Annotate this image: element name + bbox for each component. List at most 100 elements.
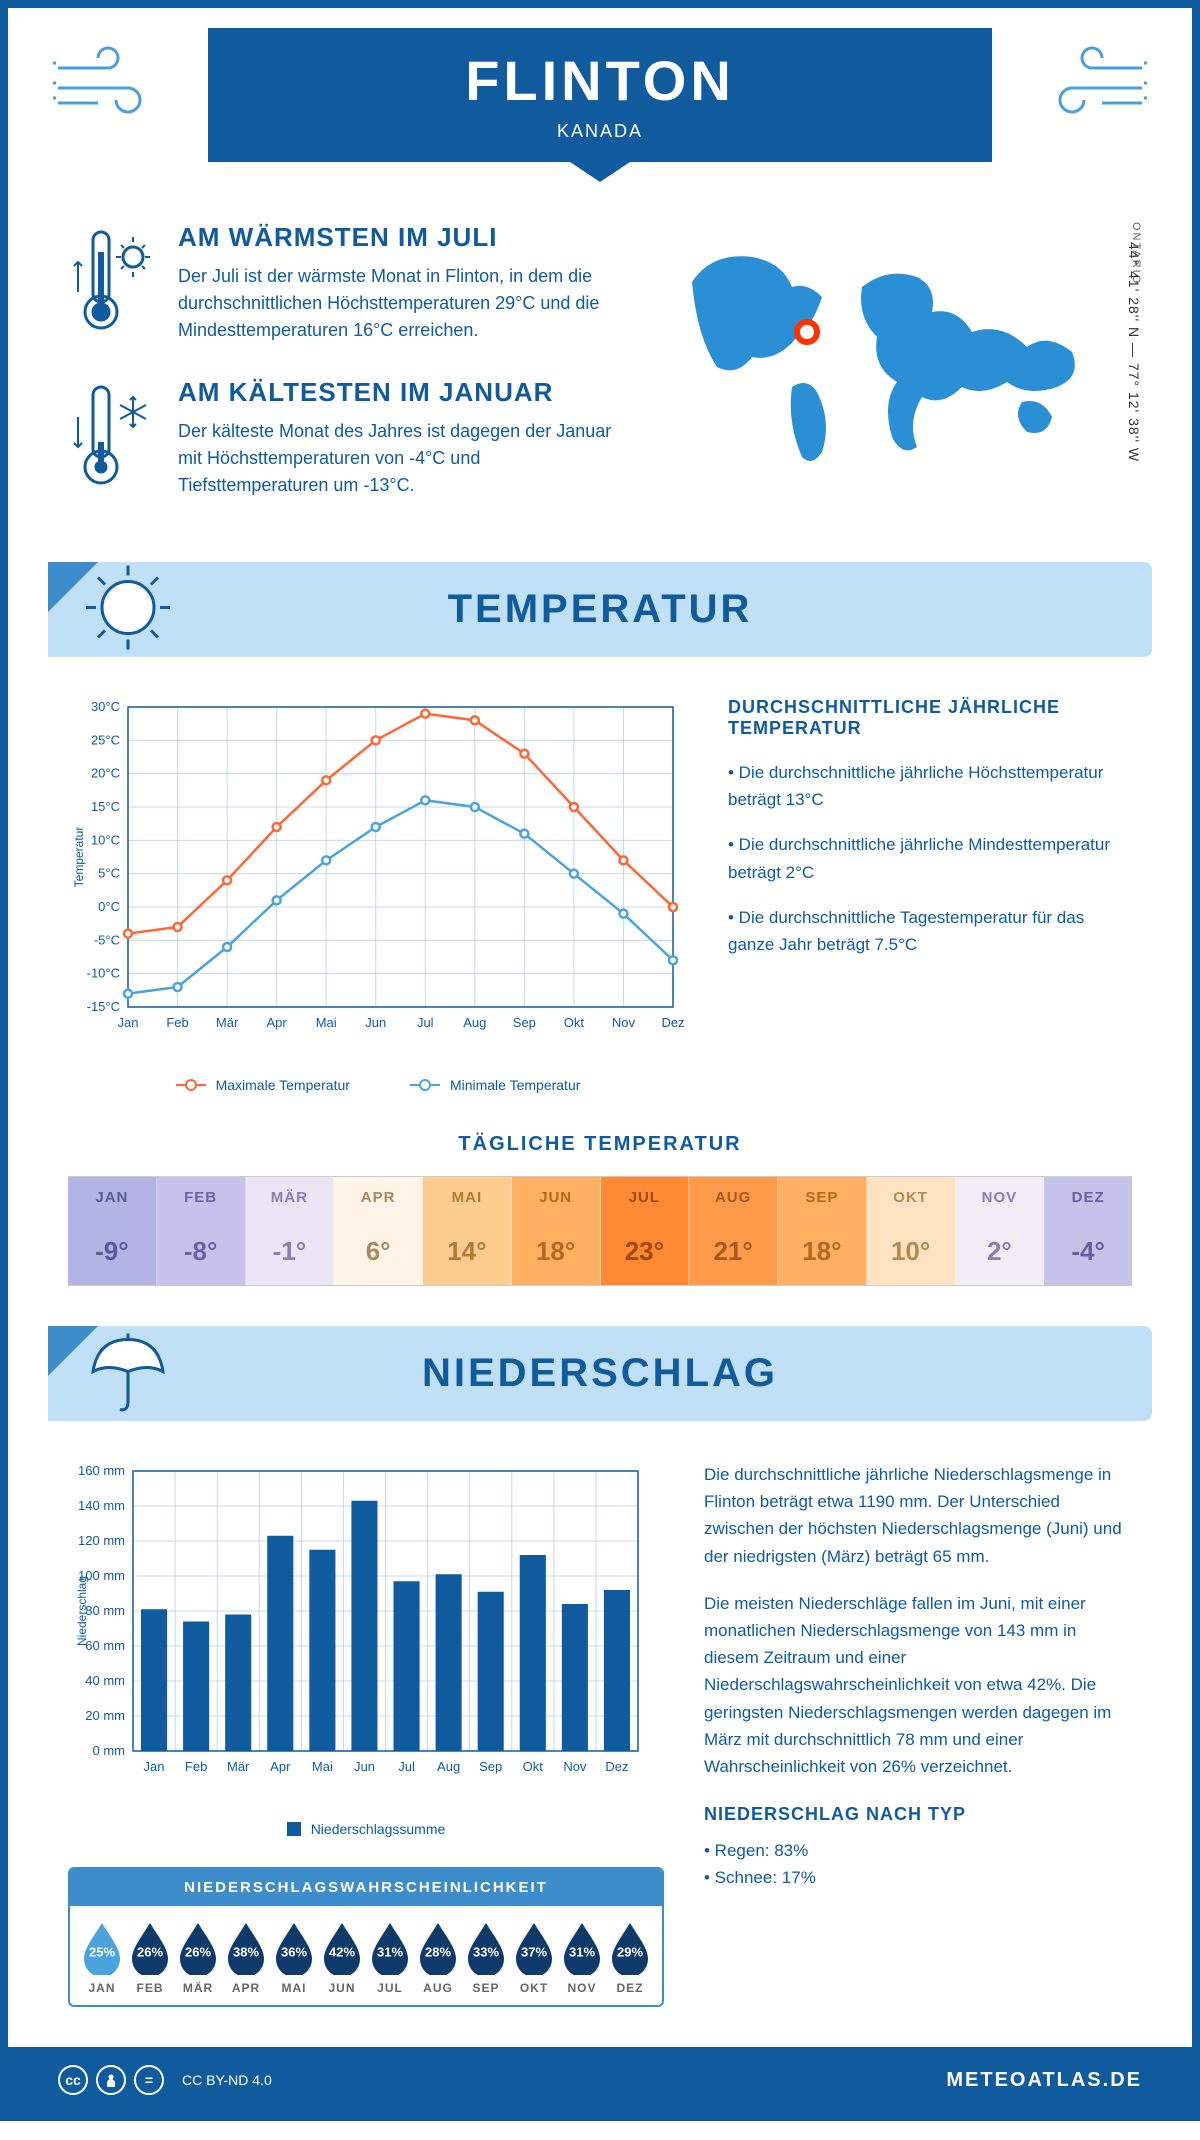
legend-max: Maximale Temperatur: [176, 1077, 350, 1093]
svg-text:Feb: Feb: [185, 1759, 207, 1774]
svg-text:-10°C: -10°C: [87, 966, 120, 981]
svg-text:40 mm: 40 mm: [85, 1673, 125, 1688]
legend-min: Minimale Temperatur: [410, 1077, 580, 1093]
svg-text:120 mm: 120 mm: [78, 1533, 125, 1548]
svg-text:15°C: 15°C: [91, 799, 120, 814]
probability-cell: 26%FEB: [128, 1921, 172, 1995]
svg-text:Temperatur: Temperatur: [72, 827, 86, 888]
warmest-text: Der Juli ist der wärmste Monat in Flinto…: [178, 263, 612, 344]
svg-text:Feb: Feb: [166, 1015, 188, 1030]
svg-text:Aug: Aug: [437, 1759, 460, 1774]
daily-temp-cell: APR6°: [334, 1177, 423, 1285]
daily-temp-cell: AUG21°: [689, 1177, 778, 1285]
svg-text:30°C: 30°C: [91, 699, 120, 714]
svg-text:20°C: 20°C: [91, 766, 120, 781]
infographic-page: FLINTON KANADA AM WÄRMSTEN IM JULI Der J…: [0, 0, 1200, 2121]
svg-text:Sep: Sep: [513, 1015, 536, 1030]
temperature-legend: Maximale Temperatur Minimale Temperatur: [68, 1077, 688, 1093]
intro-left: AM WÄRMSTEN IM JULI Der Juli ist der wär…: [68, 222, 612, 532]
svg-text:-15°C: -15°C: [87, 999, 120, 1014]
svg-text:-5°C: -5°C: [94, 932, 120, 947]
cc-icon: cc: [58, 2065, 88, 2095]
daily-temperature: TÄGLICHE TEMPERATUR JAN-9°FEB-8°MÄR-1°AP…: [8, 1113, 1192, 1326]
precipitation-legend: Niederschlagssumme: [68, 1821, 664, 1837]
precipitation-bar-chart: 0 mm20 mm40 mm60 mm80 mm100 mm120 mm140 …: [68, 1461, 648, 1801]
warmest-text-block: AM WÄRMSTEN IM JULI Der Juli ist der wär…: [178, 222, 612, 347]
svg-text:Mär: Mär: [216, 1015, 239, 1030]
daily-temp-cell: MAI14°: [423, 1177, 512, 1285]
daily-temperature-heading: TÄGLICHE TEMPERATUR: [68, 1133, 1132, 1156]
temp-info-1: • Die durchschnittliche jährliche Mindes…: [728, 831, 1132, 885]
by-icon: [96, 2065, 126, 2095]
thermometer-hot-icon: [68, 222, 158, 347]
svg-text:Jul: Jul: [417, 1015, 434, 1030]
sun-icon: [78, 557, 178, 662]
thermometer-cold-icon: [68, 377, 158, 502]
svg-text:Apr: Apr: [267, 1015, 288, 1030]
precip-type-0: • Regen: 83%: [704, 1837, 1132, 1864]
temperature-content: -15°C-10°C-5°C0°C5°C10°C15°C20°C25°C30°C…: [8, 657, 1192, 1113]
warmest-block: AM WÄRMSTEN IM JULI Der Juli ist der wär…: [68, 222, 612, 347]
temperature-banner: TEMPERATUR: [48, 562, 1152, 657]
svg-text:Mai: Mai: [316, 1015, 337, 1030]
precipitation-right: Die durchschnittliche jährliche Niedersc…: [704, 1461, 1132, 2007]
coordinates-label: 44° 41' 28'' N — 77° 12' 38'' W: [1126, 242, 1142, 462]
svg-text:Dez: Dez: [661, 1015, 684, 1030]
svg-text:60 mm: 60 mm: [85, 1638, 125, 1653]
probability-cell: 31%NOV: [560, 1921, 604, 1995]
probability-row: 25%JAN26%FEB26%MÄR38%APR36%MAI42%JUN31%J…: [70, 1906, 662, 2005]
header-banner: FLINTON KANADA: [208, 28, 992, 162]
probability-cell: 33%SEP: [464, 1921, 508, 1995]
temperature-info-heading: DURCHSCHNITTLICHE JÄHRLICHE TEMPERATUR: [728, 697, 1132, 739]
svg-text:20 mm: 20 mm: [85, 1708, 125, 1723]
svg-text:Jun: Jun: [365, 1015, 386, 1030]
svg-text:5°C: 5°C: [98, 866, 120, 881]
precipitation-section-title: NIEDERSCHLAG: [48, 1351, 1152, 1396]
precip-text-1: Die durchschnittliche jährliche Niedersc…: [704, 1461, 1132, 1570]
temp-info-2: • Die durchschnittliche Tagestemperatur …: [728, 904, 1132, 958]
temperature-info: DURCHSCHNITTLICHE JÄHRLICHE TEMPERATUR •…: [728, 697, 1132, 1093]
svg-text:0°C: 0°C: [98, 899, 120, 914]
temp-info-0: • Die durchschnittliche jährliche Höchst…: [728, 759, 1132, 813]
probability-cell: 25%JAN: [80, 1921, 124, 1995]
legend-max-label: Maximale Temperatur: [216, 1077, 350, 1093]
precip-text-2: Die meisten Niederschläge fallen im Juni…: [704, 1590, 1132, 1780]
precip-type-heading: NIEDERSCHLAG NACH TYP: [704, 1800, 1132, 1829]
daily-temp-cell: JUL23°: [601, 1177, 690, 1285]
probability-cell: 31%JUL: [368, 1921, 412, 1995]
page-title: FLINTON: [228, 48, 972, 113]
probability-heading: NIEDERSCHLAGSWAHRSCHEINLICHKEIT: [70, 1869, 662, 1906]
svg-text:Jan: Jan: [118, 1015, 139, 1030]
svg-text:Apr: Apr: [270, 1759, 291, 1774]
legend-precip-label: Niederschlagssumme: [311, 1821, 446, 1837]
nd-icon: =: [134, 2065, 164, 2095]
svg-text:0 mm: 0 mm: [93, 1743, 126, 1758]
wind-icon-right: [1032, 43, 1152, 128]
svg-text:Nov: Nov: [563, 1759, 587, 1774]
svg-text:Mär: Mär: [227, 1759, 250, 1774]
temperature-chart: -15°C-10°C-5°C0°C5°C10°C15°C20°C25°C30°C…: [68, 697, 688, 1093]
svg-text:Aug: Aug: [463, 1015, 486, 1030]
daily-temp-cell: DEZ-4°: [1044, 1177, 1132, 1285]
probability-box: NIEDERSCHLAGSWAHRSCHEINLICHKEIT 25%JAN26…: [68, 1867, 664, 2007]
temperature-section-title: TEMPERATUR: [48, 587, 1152, 632]
coldest-heading: AM KÄLTESTEN IM JANUAR: [178, 377, 612, 408]
license-text: CC BY-ND 4.0: [182, 2072, 272, 2088]
svg-text:Jun: Jun: [354, 1759, 375, 1774]
daily-temp-cell: SEP18°: [778, 1177, 867, 1285]
svg-text:80 mm: 80 mm: [85, 1603, 125, 1618]
precipitation-left: 0 mm20 mm40 mm60 mm80 mm100 mm120 mm140 …: [68, 1461, 664, 2007]
svg-text:Mai: Mai: [312, 1759, 333, 1774]
probability-cell: 37%OKT: [512, 1921, 556, 1995]
page-subtitle: KANADA: [228, 121, 972, 142]
coldest-block: AM KÄLTESTEN IM JANUAR Der kälteste Mona…: [68, 377, 612, 502]
coldest-text-block: AM KÄLTESTEN IM JANUAR Der kälteste Mona…: [178, 377, 612, 502]
svg-text:Okt: Okt: [564, 1015, 585, 1030]
svg-text:Nov: Nov: [612, 1015, 636, 1030]
precip-type-1: • Schnee: 17%: [704, 1864, 1132, 1891]
probability-cell: 42%JUN: [320, 1921, 364, 1995]
header-wrap: FLINTON KANADA: [8, 8, 1192, 162]
probability-cell: 26%MÄR: [176, 1921, 220, 1995]
daily-temp-cell: FEB-8°: [157, 1177, 246, 1285]
daily-temp-cell: MÄR-1°: [246, 1177, 335, 1285]
